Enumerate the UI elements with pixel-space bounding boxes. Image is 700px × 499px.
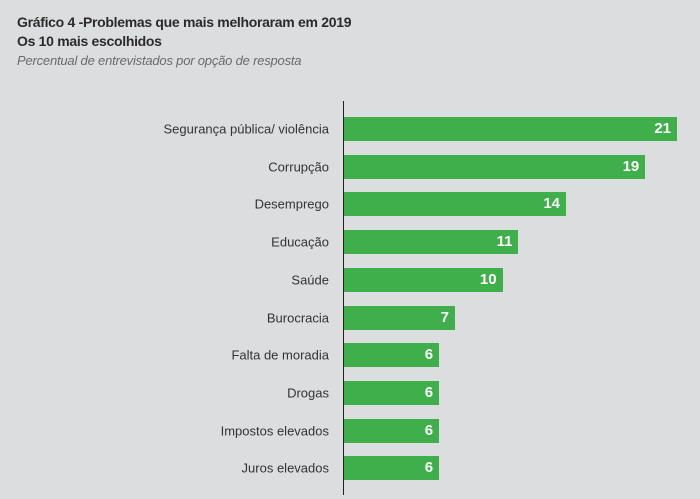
chart-subtitle: Percentual de entrevistados por opção de… [17, 53, 302, 68]
data-label: 21 [654, 120, 671, 137]
data-label: 6 [424, 346, 434, 364]
category-label: Segurança pública/ violência [163, 121, 330, 137]
y-axis-line [343, 101, 344, 495]
data-label: 6 [424, 383, 434, 401]
data-label: 10 [479, 270, 497, 288]
category-label: Educação [271, 234, 329, 250]
category-label: Impostos elevados [220, 423, 329, 439]
bar: 6 [344, 418, 440, 443]
bar: 7 [344, 305, 455, 330]
title-line-1: Gráfico 4 -Problemas que mais melhoraram… [17, 14, 352, 30]
category-label: Burocracia [266, 310, 329, 325]
bar: 6 [344, 380, 440, 405]
bar: 14 [344, 192, 566, 217]
category-label: Corrupção [268, 159, 329, 175]
bar: 21 [344, 117, 677, 141]
category-label: Juros elevados [241, 460, 329, 476]
data-label: 14 [543, 195, 560, 213]
bar: 19 [344, 154, 646, 179]
title-line-2: Os 10 mais escolhidos [17, 33, 162, 49]
category-label: Falta de moradia [231, 347, 329, 363]
bar: 11 [344, 230, 519, 255]
category-label: Desemprego [254, 196, 329, 212]
data-label: 6 [424, 421, 434, 439]
data-label: 19 [622, 157, 640, 175]
bar: 6 [344, 343, 440, 368]
category-label: Drogas [287, 385, 329, 401]
category-label: Saúde [291, 272, 329, 288]
data-label: 6 [424, 459, 434, 477]
bar: 10 [344, 267, 503, 292]
chart-title: Gráfico 4 -Problemas que mais melhoraram… [17, 13, 352, 51]
data-label: 11 [496, 233, 513, 251]
data-label: 7 [440, 308, 449, 326]
bar: 6 [344, 456, 440, 481]
